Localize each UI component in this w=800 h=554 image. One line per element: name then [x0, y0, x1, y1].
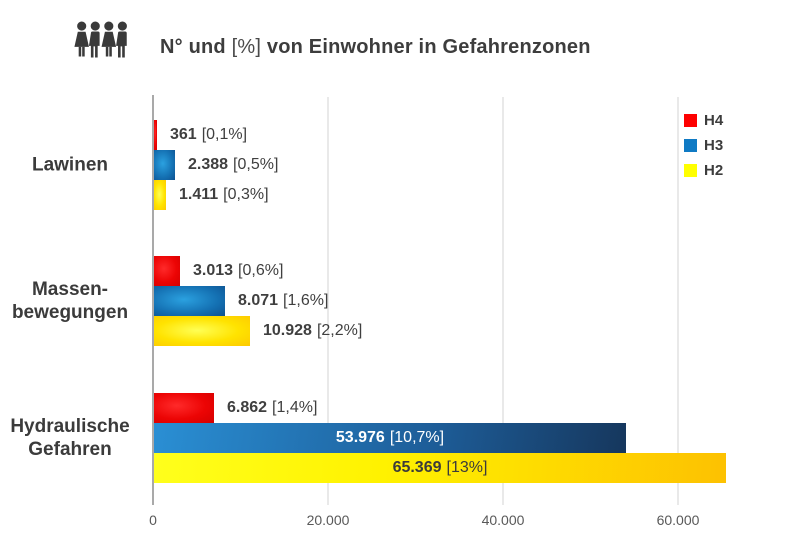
chart-title-suffix: von Einwohner in Gefahrenzonen — [261, 36, 591, 58]
legend-label-h3: H3 — [704, 137, 724, 154]
legend-item-h3: H3 — [684, 133, 723, 158]
x-tick-label: 20.000 — [306, 512, 350, 528]
category-label-lawinen: Lawinen — [31, 154, 108, 176]
bar-value-label-h2-lawinen: 1.411 [0,3%] — [179, 186, 269, 203]
bar-h2-lawinen — [154, 180, 166, 210]
y-axis-line — [152, 95, 154, 505]
bar-value-label-h3-lawinen: 2.388 [0,5%] — [188, 156, 279, 173]
legend-swatch-h4 — [684, 114, 697, 127]
gridline — [677, 97, 679, 505]
category-label-hydraulische-gefahren: Hydraulische Gefahren — [10, 416, 130, 460]
category-label-massenbewegungen: Massen-bewegungen — [11, 279, 129, 323]
legend-swatch-h2 — [684, 164, 697, 177]
gridline — [502, 97, 504, 505]
legend: H4 H3 H2 — [684, 108, 723, 183]
bar-value-label-h3-massenbewegungen: 8.071 [1,6%] — [238, 292, 329, 309]
bar-value-label-h3-hydraulische-gefahren: 53.976 [10,7%] — [335, 429, 445, 446]
gridline — [327, 97, 329, 505]
bar-h3-hydraulische-gefahren — [154, 423, 626, 453]
legend-label-h2: H2 — [704, 162, 724, 179]
legend-item-h2: H2 — [684, 158, 723, 183]
chart-title: N° und [%] von Einwohner in Gefahrenzone… — [160, 36, 591, 59]
bar-h3-massenbewegungen — [154, 286, 225, 316]
bar-h4-lawinen — [154, 120, 157, 150]
bar-value-label-h2-hydraulische-gefahren: 65.369 [13%] — [392, 459, 488, 476]
bar-h3-lawinen — [154, 150, 175, 180]
legend-item-h4: H4 — [684, 108, 723, 133]
bar-value-label-h4-hydraulische-gefahren: 6.862 [1,4%] — [227, 399, 318, 416]
bar-value-label-h4-massenbewegungen: 3.013 [0,6%] — [193, 262, 284, 279]
chart-title-percent: [%] — [231, 36, 262, 58]
chart-title-prefix: N° und — [160, 36, 232, 58]
legend-swatch-h3 — [684, 139, 697, 152]
bar-h2-hydraulische-gefahren — [154, 453, 726, 483]
legend-label-h4: H4 — [704, 112, 724, 129]
bar-h4-hydraulische-gefahren — [154, 393, 214, 423]
bar-value-label-h4-lawinen: 361 [0,1%] — [170, 126, 248, 143]
bar-h4-massenbewegungen — [154, 256, 180, 286]
x-tick-label: 60.000 — [656, 512, 700, 528]
x-tick-label: 0 — [149, 512, 157, 528]
bar-value-label-h2-massenbewegungen: 10.928 [2,2%] — [263, 322, 363, 339]
x-tick-label: 40.000 — [481, 512, 525, 528]
people-group-icon — [74, 21, 127, 58]
bar-h2-massenbewegungen — [154, 316, 250, 346]
